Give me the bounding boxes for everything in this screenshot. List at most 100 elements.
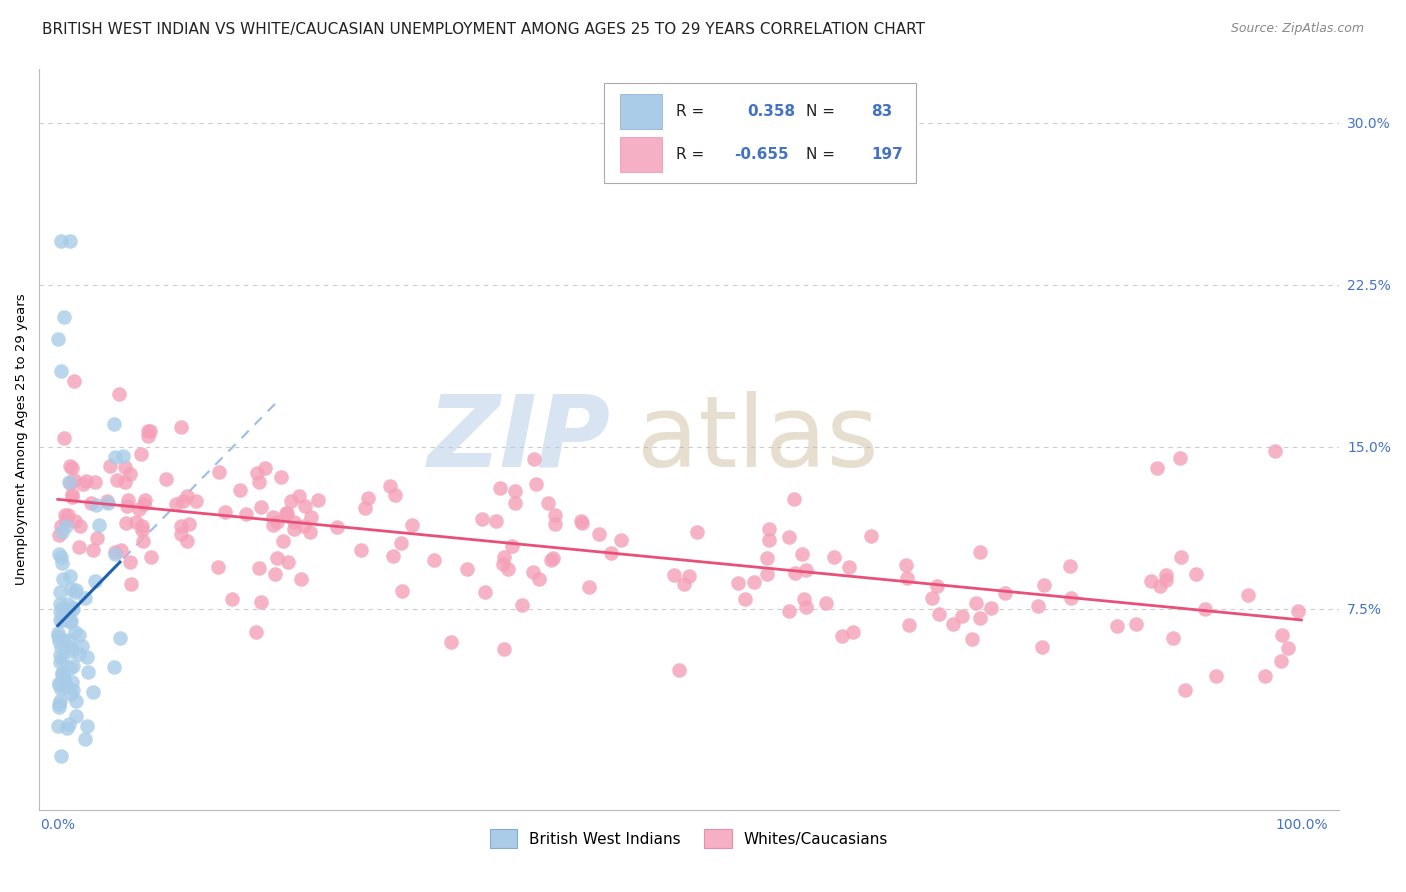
Point — [678, 569, 700, 583]
Point — [59, 640, 82, 655]
Point — [60, 674, 83, 689]
Point — [273, 533, 295, 548]
Point — [1264, 444, 1286, 458]
Point — [980, 601, 1002, 615]
Point — [1236, 588, 1258, 602]
Point — [48, 634, 70, 648]
Bar — [620, 136, 662, 172]
Point — [115, 516, 138, 530]
Point — [823, 549, 845, 564]
Point — [49, 549, 72, 564]
Point — [537, 496, 560, 510]
Point — [758, 522, 780, 536]
Point — [529, 572, 551, 586]
Point — [76, 649, 98, 664]
Point — [56, 721, 79, 735]
Point — [492, 549, 515, 564]
Point — [76, 718, 98, 732]
Point — [172, 494, 194, 508]
Point — [610, 533, 633, 547]
Point — [778, 604, 800, 618]
Point — [132, 497, 155, 511]
Point — [48, 676, 70, 690]
Point — [423, 553, 446, 567]
Point — [104, 547, 127, 561]
Point — [522, 565, 544, 579]
Point — [1185, 567, 1208, 582]
Point — [84, 475, 107, 489]
Point — [110, 542, 132, 557]
Point — [58, 717, 80, 731]
Point — [859, 529, 882, 543]
Point — [60, 486, 83, 500]
Point — [97, 496, 120, 510]
Point — [59, 615, 82, 629]
Point — [52, 670, 75, 684]
Point — [292, 518, 315, 533]
Point — [1286, 604, 1309, 618]
Point — [63, 624, 86, 639]
Point — [235, 507, 257, 521]
Point — [262, 518, 284, 533]
Point — [49, 640, 72, 654]
Point — [184, 493, 207, 508]
Point — [965, 596, 987, 610]
Point — [793, 592, 815, 607]
Point — [307, 493, 329, 508]
Point — [170, 419, 193, 434]
Point — [111, 449, 134, 463]
Point — [249, 500, 271, 514]
Point — [107, 387, 129, 401]
Point — [60, 582, 83, 597]
Point — [59, 569, 82, 583]
Text: 0.358: 0.358 — [748, 104, 796, 119]
Point — [1154, 573, 1177, 587]
Point — [58, 632, 80, 647]
Point — [136, 428, 159, 442]
Point — [247, 475, 270, 489]
Point — [758, 533, 780, 547]
Point — [474, 585, 496, 599]
Point — [48, 613, 70, 627]
Point — [49, 518, 72, 533]
Point — [131, 447, 153, 461]
Point — [896, 558, 918, 572]
Point — [80, 496, 103, 510]
Point — [842, 625, 865, 640]
Point — [578, 580, 600, 594]
Point — [55, 678, 77, 692]
Point — [128, 502, 150, 516]
Point — [1125, 616, 1147, 631]
Point — [569, 514, 592, 528]
Point — [1031, 640, 1053, 654]
Point — [783, 492, 806, 507]
FancyBboxPatch shape — [605, 83, 917, 184]
Point — [75, 474, 97, 488]
Point — [89, 518, 111, 533]
Point — [49, 681, 72, 696]
Point — [942, 616, 965, 631]
Text: 197: 197 — [870, 147, 903, 162]
Point — [896, 571, 918, 585]
Point — [266, 551, 288, 566]
Point — [1168, 450, 1191, 465]
Point — [391, 584, 413, 599]
Point — [55, 514, 77, 528]
Point — [63, 514, 86, 528]
Point — [1170, 550, 1192, 565]
Point — [755, 550, 778, 565]
Point — [118, 467, 141, 481]
Point — [214, 505, 236, 519]
Point — [117, 492, 139, 507]
Point — [46, 628, 69, 642]
Point — [65, 709, 87, 723]
Point — [67, 647, 90, 661]
Point — [62, 682, 84, 697]
Point — [778, 530, 800, 544]
Point — [1270, 654, 1292, 668]
Point — [56, 609, 79, 624]
Point — [59, 235, 82, 249]
Point — [108, 631, 131, 645]
Point — [53, 672, 76, 686]
Point — [496, 562, 519, 576]
